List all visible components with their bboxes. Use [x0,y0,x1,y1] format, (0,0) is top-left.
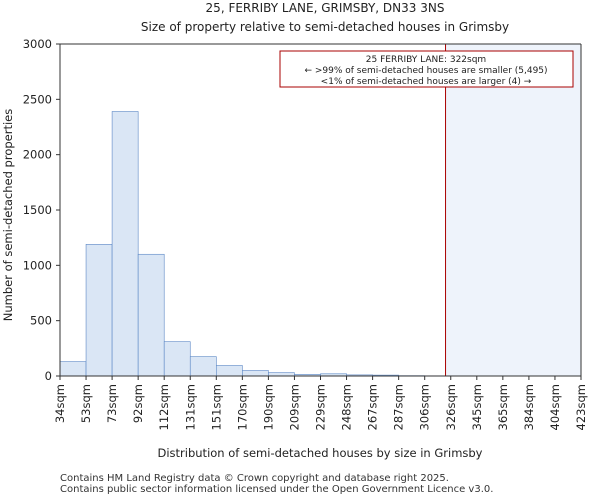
bar-170sqm [242,370,269,377]
highlight-region [445,44,581,376]
x-tick-label: 404sqm [548,384,562,430]
x-axis-label: Distribution of semi-detached houses by … [158,446,483,460]
x-tick-label: 112sqm [157,384,171,430]
x-tick-label: 34sqm [53,384,67,423]
x-tick-label: 229sqm [314,384,328,430]
bar-34sqm [59,361,87,377]
x-tick-label: 131sqm [183,384,197,430]
footer-licence: Contains public sector information licen… [60,484,494,495]
x-tick-label: 384sqm [522,384,536,430]
x-tick-label: 287sqm [392,384,406,430]
x-tick-label: 73sqm [105,384,119,423]
y-tick-label: 500 [30,314,52,328]
x-tick-label: 365sqm [496,384,510,430]
x-tick-label: 306sqm [418,384,432,430]
x-ticks: 34sqm 53sqm 73sqm 92sqm 112sqm 131sqm 151sqm 17… [53,376,588,430]
x-tick-label: 190sqm [261,384,275,430]
x-tick-label: 170sqm [235,384,249,430]
annotation-line-1: 25 FERRIBY LANE: 322sqm [366,55,486,65]
y-axis-label: Number of semi-detached properties [1,109,15,321]
chart: 25, FERRIBY LANE, GRIMSBY, DN33 3NS Size… [1,1,588,460]
y-tick-label: 3000 [23,37,52,51]
bar-131sqm [189,356,217,377]
y-tick-label: 1500 [23,203,52,217]
bars [59,111,530,377]
x-tick-label: 267sqm [366,384,380,430]
y-tick-label: 2500 [23,92,52,106]
x-tick-label: 248sqm [340,384,354,430]
x-tick-label: 345sqm [470,384,484,430]
y-tick-label: 2000 [23,148,52,162]
bar-112sqm [163,341,191,377]
x-tick-label: 92sqm [131,384,145,423]
y-ticks: 0 500 1000 1500 2000 2500 3000 [23,37,60,383]
chart-subtitle: Size of property relative to semi-detach… [141,20,509,34]
chart-title: 25, FERRIBY LANE, GRIMSBY, DN33 3NS [206,1,445,15]
x-tick-label: 53sqm [79,384,93,423]
annotation-line-2: ← >99% of semi-detached houses are small… [304,66,547,76]
x-tick-label: 151sqm [209,384,223,430]
x-tick-label: 326sqm [444,384,458,430]
annotation-line-3: <1% of semi-detached houses are larger (… [321,77,532,87]
y-tick-label: 1000 [23,258,52,272]
bar-53sqm [85,244,113,377]
annotation-box: 25 FERRIBY LANE: 322sqm ← >99% of semi-d… [279,50,574,88]
x-tick-label: 209sqm [287,384,301,430]
bar-73sqm [111,111,139,377]
bar-151sqm [216,365,243,377]
bar-92sqm [137,253,165,377]
y-tick-label: 0 [45,369,52,383]
footer-copyright: Contains HM Land Registry data © Crown c… [60,473,449,484]
x-tick-label: 423sqm [574,384,588,430]
